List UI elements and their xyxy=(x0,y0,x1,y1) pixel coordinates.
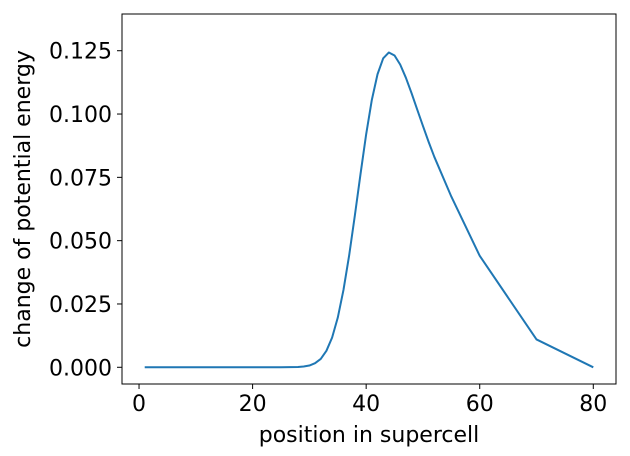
x-tick-label: 60 xyxy=(466,392,494,417)
x-axis: 0 20 40 60 80 xyxy=(132,384,607,417)
y-axis: 0.000 0.025 0.050 0.075 0.100 0.125 xyxy=(49,40,122,381)
y-tick-label: 0.100 xyxy=(49,103,112,128)
series-line xyxy=(144,51,594,369)
y-tick-label: 0.025 xyxy=(49,293,112,318)
plot-content xyxy=(144,51,594,369)
y-tick-label: 0.050 xyxy=(49,230,112,255)
x-tick-label: 0 xyxy=(132,392,146,417)
y-tick-label: 0.125 xyxy=(49,40,112,65)
y-tick-label: 0.075 xyxy=(49,166,112,191)
x-tick-label: 80 xyxy=(579,392,607,417)
x-tick-label: 40 xyxy=(352,392,380,417)
x-axis-label: position in supercell xyxy=(259,423,480,448)
y-tick-label: 0.000 xyxy=(49,356,112,381)
axes-frame xyxy=(121,13,617,385)
x-tick-label: 20 xyxy=(239,392,267,417)
y-axis-label: change of potential energy xyxy=(11,50,36,348)
